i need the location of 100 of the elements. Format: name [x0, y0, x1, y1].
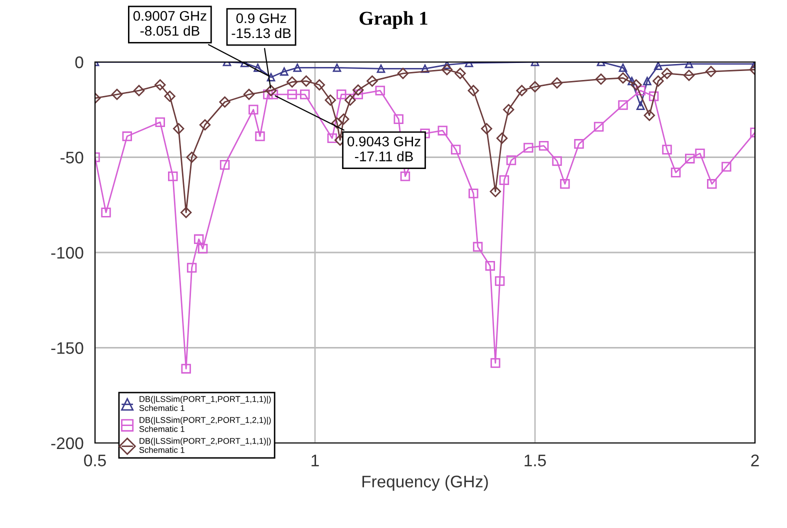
point — [662, 144, 672, 154]
point — [705, 66, 717, 78]
point — [654, 62, 662, 70]
point — [438, 126, 448, 136]
point — [490, 358, 500, 368]
point — [376, 64, 386, 73]
point — [524, 142, 534, 153]
y-tick-label: -100 — [51, 246, 84, 259]
point — [293, 64, 302, 72]
point — [630, 79, 642, 90]
point — [155, 117, 165, 128]
point — [220, 160, 230, 170]
x-tick-label: 0.5 — [84, 454, 106, 466]
chart-title: Graph 1 — [360, 11, 428, 29]
point — [551, 77, 563, 89]
x-tick-label: 2 — [751, 454, 759, 466]
point — [538, 140, 549, 151]
legend-label: DB(|LSSim(PORT_1,PORT_1,1,1)|) Schematic 1 — [139, 396, 271, 412]
point — [219, 96, 230, 108]
point — [366, 75, 378, 87]
point — [618, 100, 628, 110]
point — [164, 90, 176, 102]
point — [472, 242, 483, 252]
point — [636, 102, 645, 110]
point — [300, 90, 310, 100]
point — [450, 144, 461, 154]
point — [287, 90, 297, 100]
point — [327, 133, 338, 144]
point — [685, 154, 695, 164]
point — [400, 171, 410, 182]
point — [338, 114, 350, 125]
point — [485, 260, 495, 271]
point — [661, 68, 673, 80]
point — [352, 84, 364, 96]
point — [442, 62, 452, 70]
point — [552, 156, 562, 166]
point — [172, 123, 184, 134]
point — [243, 88, 255, 100]
point — [181, 364, 191, 374]
point — [199, 119, 211, 130]
point — [683, 70, 695, 81]
point — [332, 64, 342, 72]
point — [314, 79, 326, 90]
point — [154, 79, 166, 90]
point — [490, 186, 502, 198]
point — [595, 74, 607, 85]
point — [300, 75, 312, 87]
y-tick-label: 0 — [75, 56, 84, 68]
point — [670, 168, 681, 178]
point — [636, 86, 646, 96]
point — [684, 62, 694, 68]
point — [502, 104, 514, 116]
legend-label: DB(|LSSim(PORT_2,PORT_1,1,1)|) Schematic 1 — [139, 438, 271, 453]
point — [516, 84, 528, 96]
point — [133, 84, 145, 96]
point — [248, 104, 258, 114]
point — [454, 68, 466, 80]
point — [265, 84, 277, 96]
point — [628, 76, 636, 86]
point — [506, 155, 516, 166]
point — [441, 64, 453, 76]
annotation: 0.9007 GHz -8.051 dB — [133, 10, 206, 36]
point — [336, 90, 346, 100]
point — [186, 262, 197, 273]
annotation: 0.9 GHz -15.13 dB — [232, 13, 291, 38]
point — [101, 208, 111, 218]
point — [499, 175, 510, 185]
point — [722, 162, 732, 172]
point — [180, 206, 192, 218]
x-axis-title: Frequency (GHz) — [362, 475, 488, 491]
point — [263, 90, 273, 100]
y-tick-label: -50 — [60, 152, 84, 164]
point — [643, 76, 652, 86]
x-tick-label: 1 — [312, 454, 319, 466]
point — [353, 90, 363, 100]
point — [617, 72, 629, 84]
point — [574, 139, 584, 149]
point — [652, 75, 664, 87]
point — [397, 68, 409, 80]
point — [254, 64, 262, 72]
point — [496, 132, 508, 144]
point — [594, 122, 604, 132]
y-tick-label: -150 — [51, 342, 84, 354]
point — [529, 81, 541, 92]
y-tick-label: -200 — [51, 437, 84, 450]
point — [707, 179, 717, 189]
legend-label: DB(|LSSim(PORT_2,PORT_1,2,1)|) Schematic 1 — [139, 416, 271, 432]
point — [286, 76, 298, 88]
point — [644, 110, 656, 121]
point — [560, 179, 570, 189]
point — [111, 88, 123, 100]
point — [375, 86, 385, 96]
point — [394, 114, 404, 124]
point — [480, 123, 492, 134]
point — [494, 276, 505, 286]
point — [618, 64, 628, 72]
point — [268, 90, 278, 100]
point — [255, 131, 265, 142]
point — [331, 117, 343, 129]
x-tick-label: 1.5 — [524, 454, 546, 466]
